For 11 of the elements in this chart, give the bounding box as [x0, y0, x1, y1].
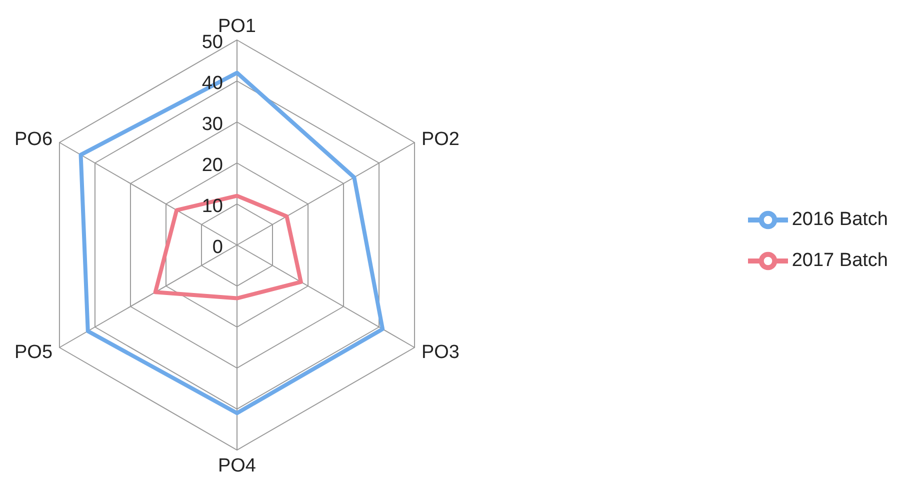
y-tick-label: 50	[202, 32, 223, 53]
spoke-label: PO5	[14, 342, 53, 364]
spoke-label: PO3	[421, 342, 460, 364]
spoke-label: PO2	[421, 129, 460, 150]
legend-label: 2016 Batch	[792, 210, 888, 230]
spoke-label: PO4	[218, 455, 256, 476]
y-tick-label: 30	[202, 114, 223, 135]
y-tick-label: 20	[202, 155, 223, 176]
spoke-label: PO6	[14, 129, 53, 150]
legend-label: 2017 Batch	[792, 250, 888, 271]
y-tick-label: 0	[212, 237, 223, 258]
